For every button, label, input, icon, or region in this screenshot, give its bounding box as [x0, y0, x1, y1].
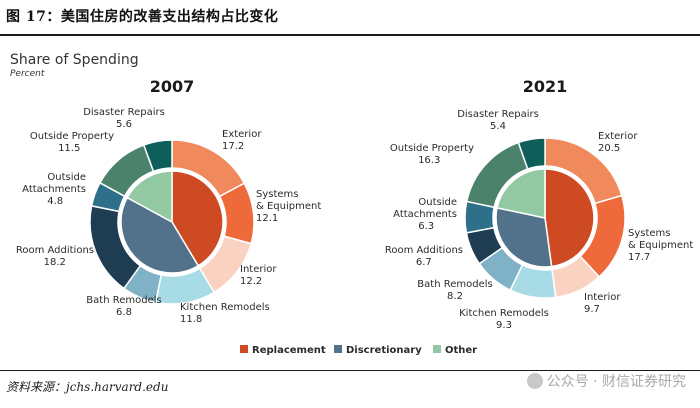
legend-swatch-other — [433, 345, 441, 353]
slice-label-disaster-repairs: Disaster Repairs — [457, 109, 539, 120]
slice-label-kitchen-remodels: Kitchen Remodels — [459, 308, 549, 319]
slice-label-line: Exterior — [598, 131, 638, 142]
wechat-icon — [526, 373, 543, 389]
slice-label-line: Bath Remodels — [86, 295, 161, 306]
legend-label-replacement: Replacement — [252, 345, 326, 356]
slice-label-line: Disaster Repairs — [457, 109, 539, 120]
slice-label-line: Systems — [628, 228, 671, 239]
legend-item-discretionary: Discretionary — [334, 345, 422, 356]
slice-value-exterior: 20.5 — [598, 143, 620, 154]
slice-label-bath-remodels: Bath Remodels — [86, 295, 161, 306]
slice-value-room-additions: 18.2 — [44, 257, 66, 268]
slice-label-outside-attachments: Outside Attachments — [22, 172, 86, 195]
slice-label-interior: Interior — [240, 264, 277, 275]
slice-label-kitchen-remodels: Kitchen Remodels — [180, 302, 270, 313]
slice-label-exterior: Exterior — [598, 131, 638, 142]
source-note: 资料来源：jchs.harvard.edu — [6, 380, 169, 394]
slice-label-line: Kitchen Remodels — [180, 302, 270, 313]
watermark: 公众号 · 财信证券研究 — [526, 371, 686, 391]
slice-label-line: & Equipment — [256, 201, 321, 212]
legend-item-replacement: Replacement — [240, 345, 326, 356]
legend-item-other: Other — [433, 345, 477, 356]
slice-value-kitchen-remodels: 9.3 — [496, 320, 512, 331]
inner-slice-discretionary — [495, 206, 553, 268]
slice-label-line: Outside Property — [30, 131, 114, 142]
slice-label-room-additions: Room Additions — [16, 245, 94, 256]
slice-value-systems-and-equipment: 17.7 — [628, 252, 650, 263]
legend-swatch-replacement — [240, 345, 248, 353]
slice-label-line: Interior — [240, 264, 277, 275]
year-label-2021: 2021 — [523, 77, 568, 96]
slice-value-interior: 9.7 — [584, 304, 600, 315]
slice-label-outside-attachments: Outside Attachments — [393, 197, 457, 220]
slice-label-disaster-repairs: Disaster Repairs — [83, 107, 165, 118]
slice-label-exterior: Exterior — [222, 129, 262, 140]
slice-value-kitchen-remodels: 11.8 — [180, 314, 202, 325]
slice-label-room-additions: Room Additions — [385, 245, 463, 256]
chart-title: Share of Spending — [10, 52, 139, 68]
slice-value-systems-and-equipment: 12.1 — [256, 213, 278, 224]
year-label-2007: 2007 — [150, 77, 195, 96]
slice-label-line: Disaster Repairs — [83, 107, 165, 118]
slice-label-outside-property: Outside Property — [390, 143, 474, 154]
slice-label-systems-and-equipment: Systems & Equipment — [256, 189, 321, 212]
slice-label-line: Room Additions — [385, 245, 463, 256]
slice-value-outside-attachments: 6.3 — [418, 221, 434, 232]
slice-label-bath-remodels: Bath Remodels — [417, 279, 492, 290]
slice-value-outside-property: 16.3 — [418, 155, 440, 166]
slice-value-exterior: 17.2 — [222, 141, 244, 152]
slice-label-interior: Interior — [584, 292, 621, 303]
slice-label-line: Interior — [584, 292, 621, 303]
slice-label-line: Room Additions — [16, 245, 94, 256]
slice-label-line: Outside — [418, 197, 457, 208]
slice-value-bath-remodels: 8.2 — [447, 291, 463, 302]
slice-label-line: Outside Property — [390, 143, 474, 154]
watermark-text: 公众号 · 财信证券研究 — [546, 374, 686, 390]
top-rule — [0, 34, 700, 36]
inner-ring-divider-2007 — [118, 168, 226, 276]
inner-ring-divider-2021 — [493, 166, 597, 270]
inner-slice-discretionary — [120, 196, 200, 274]
slice-label-line: & Equipment — [628, 240, 693, 251]
slice-value-bath-remodels: 6.8 — [116, 307, 132, 318]
slice-label-line: Attachments — [22, 184, 86, 195]
slice-value-disaster-repairs: 5.6 — [116, 119, 132, 130]
legend-swatch-discretionary — [334, 345, 342, 353]
slice-label-line: Exterior — [222, 129, 262, 140]
slice-value-outside-property: 11.5 — [58, 143, 80, 154]
slice-value-disaster-repairs: 5.4 — [490, 121, 506, 132]
inner-slice-other — [496, 168, 546, 219]
chart-subtitle: Percent — [10, 69, 45, 79]
slice-label-line: Bath Remodels — [417, 279, 492, 290]
legend-label-other: Other — [445, 345, 477, 356]
inner-slice-other — [126, 170, 173, 224]
inner-slice-replacement — [544, 168, 595, 268]
slice-label-line: Systems — [256, 189, 299, 200]
slice-label-outside-property: Outside Property — [30, 131, 114, 142]
slice-label-line: Attachments — [393, 209, 457, 220]
outer-slice-disaster-repairs — [142, 139, 173, 173]
slice-label-line: Kitchen Remodels — [459, 308, 549, 319]
slice-label-line: Outside — [47, 172, 86, 183]
legend-label-discretionary: Discretionary — [346, 345, 422, 356]
slice-value-interior: 12.2 — [240, 276, 262, 287]
slice-label-systems-and-equipment: Systems & Equipment — [628, 228, 693, 251]
figure-title: 图 17：美国住房的改善支出结构占比变化 — [6, 9, 279, 25]
slice-value-outside-attachments: 4.8 — [47, 196, 63, 207]
bottom-rule — [0, 370, 700, 371]
outer-slice-disaster-repairs — [517, 137, 546, 170]
slice-value-room-additions: 6.7 — [416, 257, 432, 268]
